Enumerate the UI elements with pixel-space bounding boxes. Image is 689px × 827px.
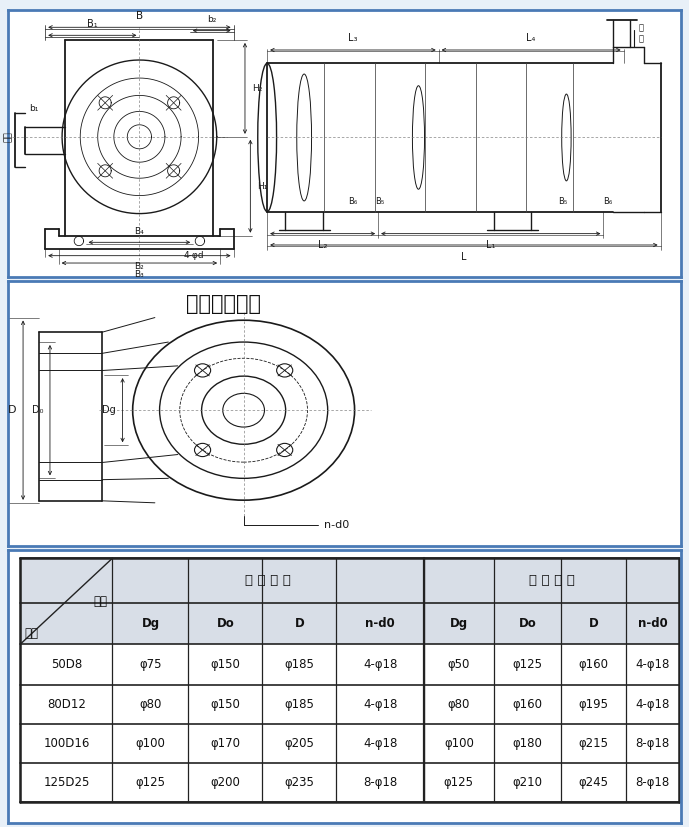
Text: 型号: 型号 — [93, 595, 107, 608]
Text: n-d0: n-d0 — [365, 617, 395, 630]
Text: 4-φ18: 4-φ18 — [363, 658, 398, 671]
Text: φ185: φ185 — [285, 698, 314, 711]
Text: n-d0: n-d0 — [637, 617, 668, 630]
Text: φ195: φ195 — [578, 698, 608, 711]
Text: b₁: b₁ — [29, 103, 39, 112]
Text: 吸入吐出法兰: 吸入吐出法兰 — [186, 294, 261, 314]
Text: 8-φ18: 8-φ18 — [635, 776, 670, 789]
Text: 4-φ18: 4-φ18 — [635, 698, 670, 711]
Text: B₆: B₆ — [348, 198, 357, 206]
Text: 8-φ18: 8-φ18 — [363, 776, 398, 789]
Text: Do: Do — [216, 617, 234, 630]
Text: Dg: Dg — [450, 617, 468, 630]
Text: D: D — [8, 405, 17, 415]
Text: φ160: φ160 — [513, 698, 542, 711]
Text: D: D — [588, 617, 598, 630]
Text: φ205: φ205 — [285, 737, 314, 750]
Text: B₅: B₅ — [558, 198, 568, 206]
Text: φ80: φ80 — [448, 698, 470, 711]
Text: B₁: B₁ — [87, 19, 98, 29]
Text: D: D — [295, 617, 305, 630]
Text: φ50: φ50 — [448, 658, 470, 671]
Text: H₂: H₂ — [251, 84, 262, 93]
Text: 4-φ18: 4-φ18 — [635, 658, 670, 671]
Text: φ150: φ150 — [211, 698, 240, 711]
Text: 出
水: 出 水 — [639, 24, 644, 43]
Text: B₆: B₆ — [604, 198, 613, 206]
Text: φ150: φ150 — [211, 658, 240, 671]
Text: 125D25: 125D25 — [43, 776, 90, 789]
Bar — [21, 603, 679, 644]
Text: B₄: B₄ — [134, 227, 144, 236]
Text: B₅: B₅ — [375, 198, 384, 206]
Text: φ125: φ125 — [513, 658, 542, 671]
Text: L₁: L₁ — [486, 241, 495, 251]
Text: φ75: φ75 — [139, 658, 162, 671]
Text: D₀: D₀ — [32, 405, 43, 415]
Text: 4-φ18: 4-φ18 — [363, 698, 398, 711]
Text: φ210: φ210 — [513, 776, 542, 789]
Text: B₂: B₂ — [134, 262, 144, 271]
Text: Dg: Dg — [141, 617, 160, 630]
Text: Do: Do — [519, 617, 536, 630]
Text: φ125: φ125 — [444, 776, 474, 789]
Text: 吸 入 法 兰: 吸 入 法 兰 — [245, 574, 291, 587]
Text: L: L — [461, 251, 466, 261]
Text: 50D8: 50D8 — [51, 658, 82, 671]
Text: φ180: φ180 — [513, 737, 542, 750]
Text: L₄: L₄ — [526, 33, 536, 43]
Text: 4-φ18: 4-φ18 — [363, 737, 398, 750]
Text: φ245: φ245 — [578, 776, 608, 789]
Text: 80D12: 80D12 — [47, 698, 86, 711]
Text: φ235: φ235 — [285, 776, 314, 789]
Text: φ200: φ200 — [211, 776, 240, 789]
Text: Dg: Dg — [102, 405, 116, 415]
Bar — [21, 558, 679, 603]
Text: φ100: φ100 — [136, 737, 165, 750]
Text: φ170: φ170 — [210, 737, 240, 750]
Text: 4-φd: 4-φd — [183, 251, 204, 261]
Text: φ125: φ125 — [136, 776, 165, 789]
Text: φ185: φ185 — [285, 658, 314, 671]
Text: φ100: φ100 — [444, 737, 474, 750]
Text: φ80: φ80 — [139, 698, 162, 711]
Text: b₂: b₂ — [207, 15, 216, 24]
Text: L₃: L₃ — [348, 33, 358, 43]
Text: 进水: 进水 — [3, 131, 13, 142]
Text: 吐 出 法 兰: 吐 出 法 兰 — [528, 574, 575, 587]
Text: φ215: φ215 — [578, 737, 608, 750]
Text: n-d0: n-d0 — [325, 519, 349, 529]
Text: B: B — [136, 11, 143, 21]
Text: 尺寸: 尺寸 — [24, 627, 39, 640]
Text: 8-φ18: 8-φ18 — [635, 737, 670, 750]
Text: 100D16: 100D16 — [43, 737, 90, 750]
Text: φ160: φ160 — [578, 658, 608, 671]
Text: B₃: B₃ — [134, 270, 144, 279]
Text: H₁: H₁ — [257, 182, 267, 191]
Text: L₂: L₂ — [318, 241, 327, 251]
